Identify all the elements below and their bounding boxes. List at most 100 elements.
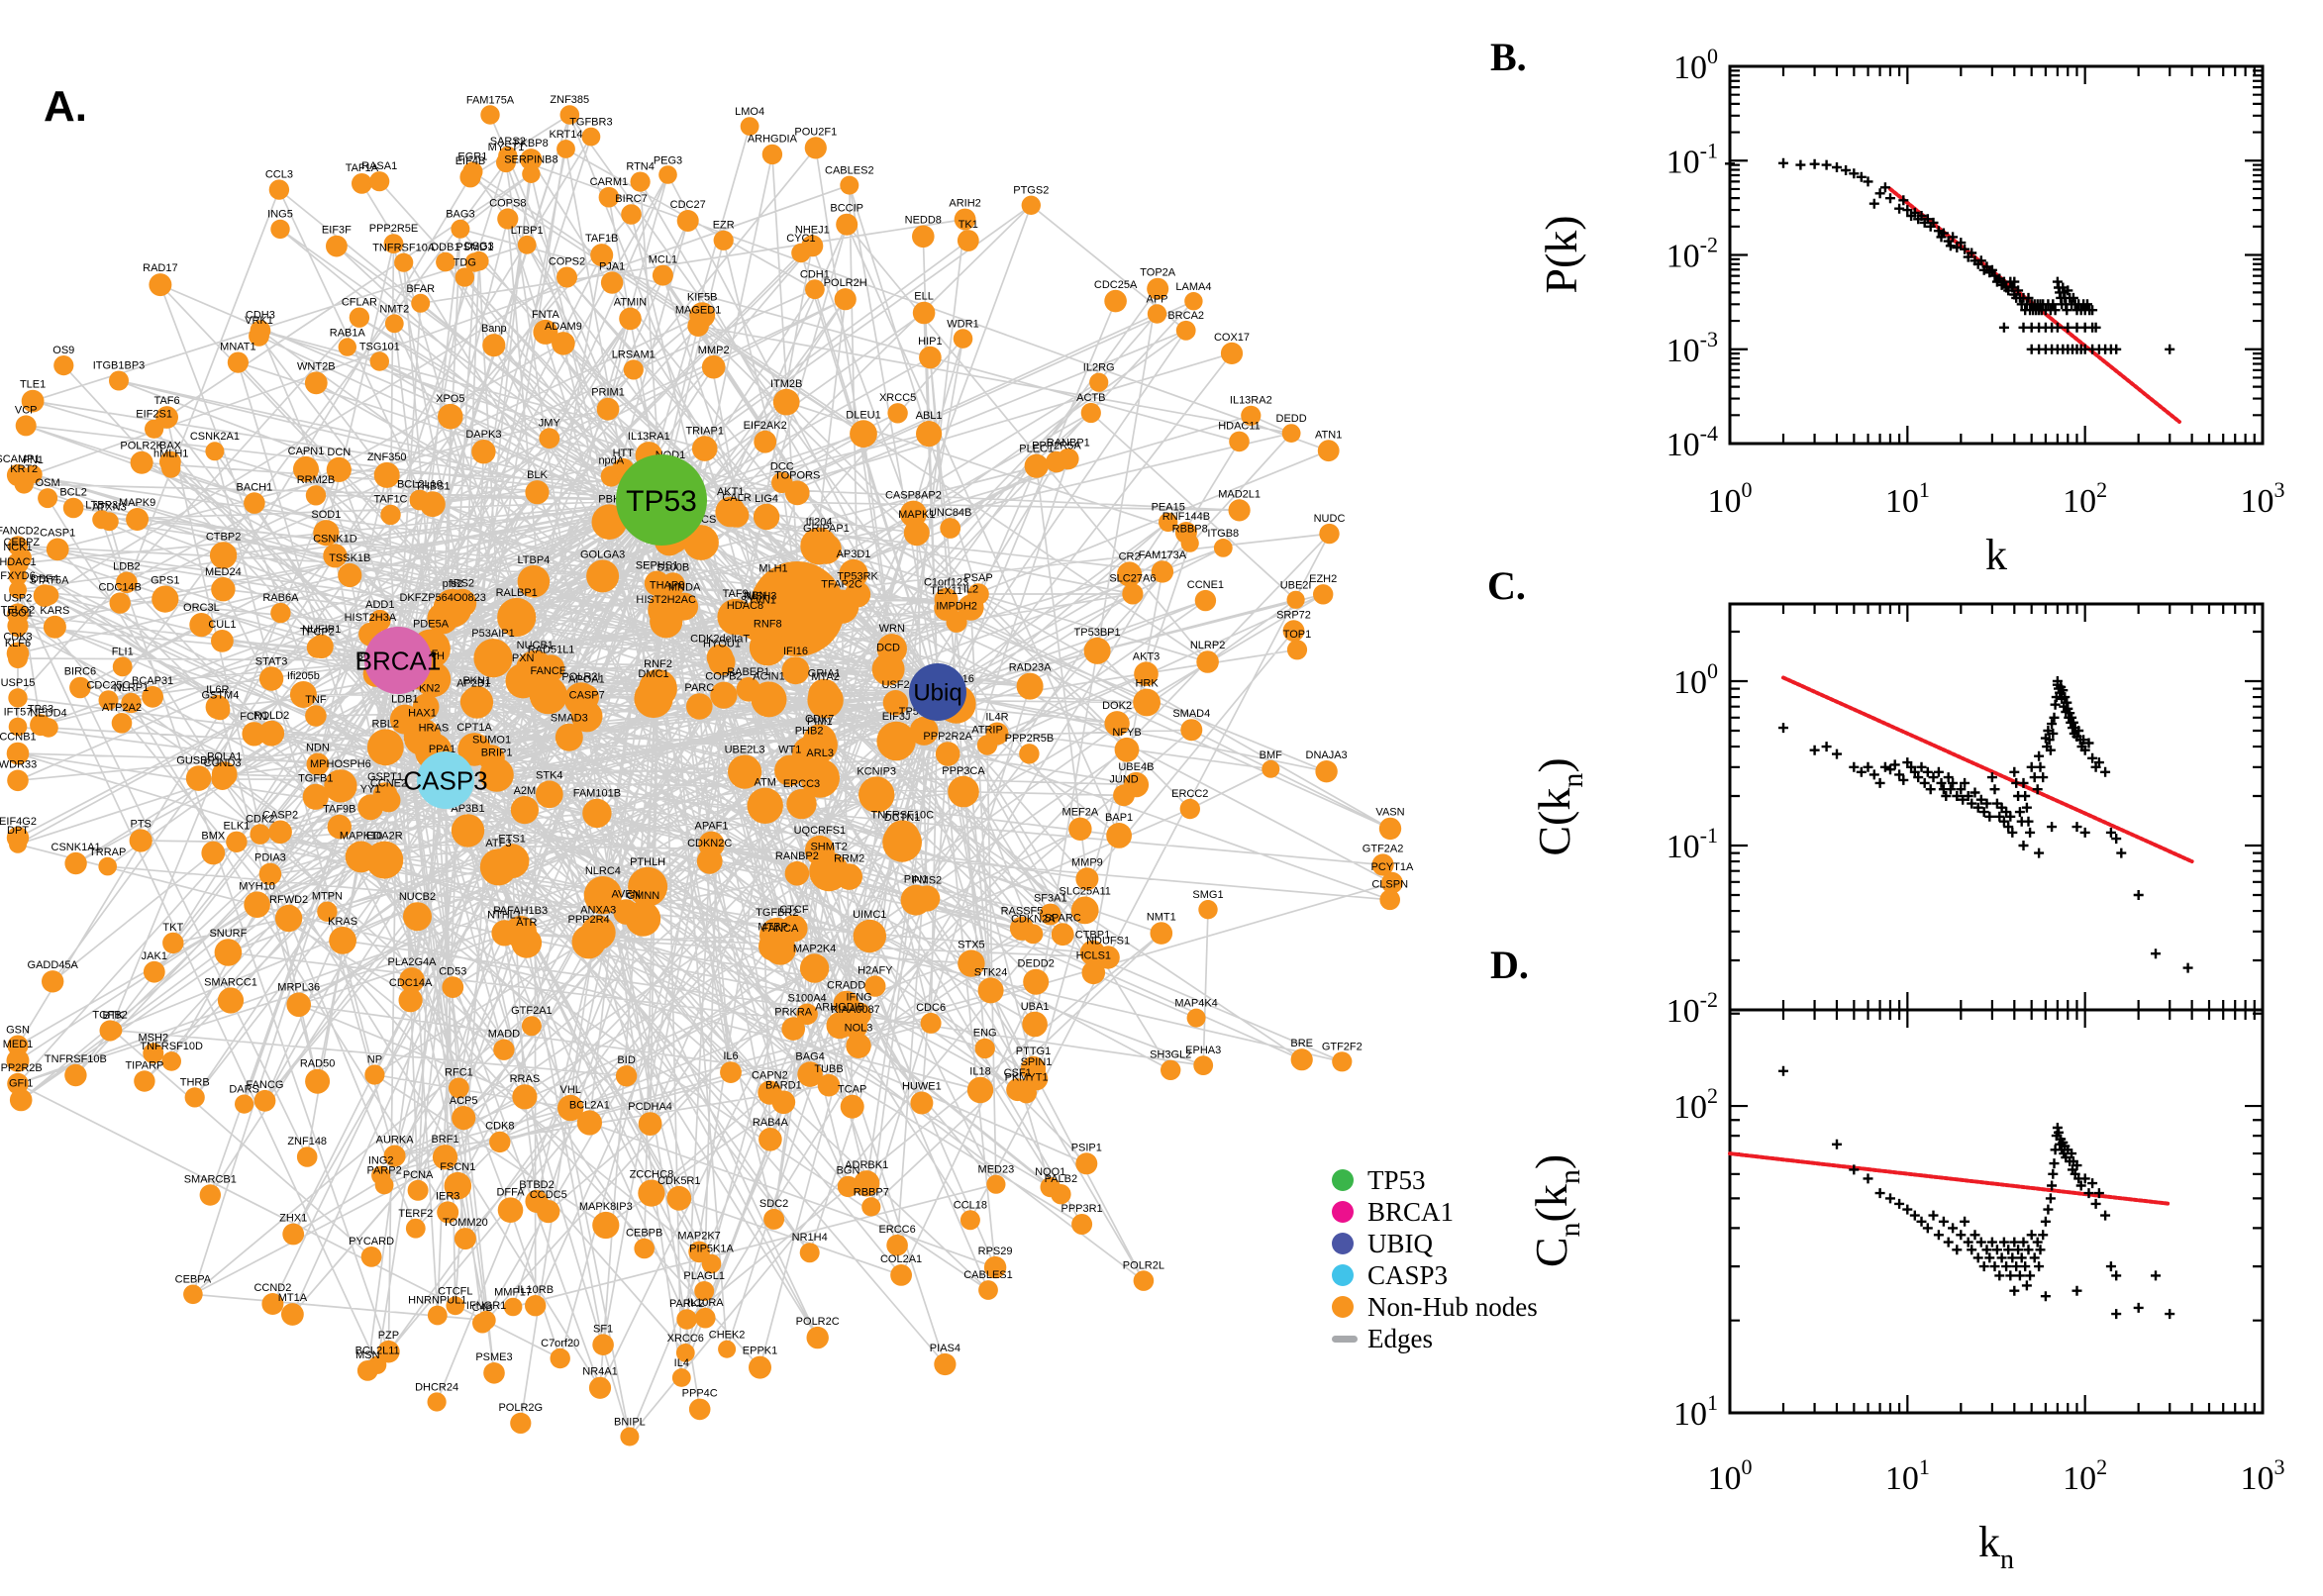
network-node-label: PYCARD [349, 1236, 394, 1247]
network-node-label: SH3GL2 [1150, 1049, 1191, 1061]
network-node-label: SEPHS1 [636, 560, 678, 572]
network-node-label: LTBP4 [517, 554, 550, 566]
legend-item-ubiq: UBIQ [1332, 1230, 1538, 1256]
network-node-label: ARL3 [806, 748, 834, 759]
network-node-label: POLR2C [796, 1316, 840, 1328]
network-node [824, 589, 859, 624]
network-node-label: S100B [656, 561, 689, 573]
network-node [850, 420, 877, 449]
network-node [960, 1210, 980, 1231]
network-node-label: CSNK1D [313, 533, 357, 545]
network-node [754, 430, 777, 453]
network-node-label: NUDC [1314, 513, 1346, 525]
network-node-label: POLR2K [120, 441, 163, 452]
network-node [214, 939, 243, 966]
network-node [910, 1091, 934, 1115]
network-node-label: ANXA3 [580, 905, 616, 917]
network-node-label: EIF4G2 [0, 816, 37, 828]
network-node [1379, 889, 1400, 911]
network-node-label: TAF9B [323, 804, 355, 816]
network-node [152, 585, 179, 613]
network-node [675, 1344, 695, 1362]
network-node-label: CALR [722, 492, 751, 504]
network-node-label: DAPK3 [465, 429, 501, 441]
network-node [130, 450, 153, 474]
network-node-label: PTHLH [630, 856, 665, 868]
network-node-label: EDA2R [366, 831, 403, 843]
network-node [1021, 195, 1042, 215]
network-node [871, 652, 905, 686]
network-node [1081, 960, 1106, 985]
network-node-label: LTBP3 [85, 499, 118, 511]
network-node-label: KIAA0087 [831, 1004, 880, 1016]
network-node-label: PCYT1A [1371, 861, 1414, 873]
network-node-label: SMARCC1 [204, 976, 257, 988]
network-node-label: MAP4K4 [1174, 998, 1217, 1010]
network-node-label: THRB [180, 1076, 210, 1088]
network-node [270, 602, 291, 624]
network-node [6, 1048, 30, 1072]
network-node-label: POLR2I [561, 671, 600, 683]
network-node [521, 1016, 542, 1037]
network-node [771, 471, 793, 494]
network-node-label: PKN1 [462, 675, 491, 687]
legend-label: Non-Hub nodes [1367, 1291, 1538, 1322]
network-node [338, 338, 356, 356]
network-node [556, 266, 577, 288]
network-node-label: npdA [598, 454, 624, 466]
network-node-label: ERCC3 [783, 778, 820, 790]
network-node [916, 421, 943, 448]
hub-node-brca1 [364, 627, 432, 694]
network-node-label: BMX [201, 831, 226, 843]
network-node-label: MSN [355, 1349, 380, 1361]
network-node [840, 175, 859, 195]
network-node-label: UBA1 [1021, 1001, 1050, 1013]
network-node-label: GUSBP1 [176, 754, 221, 766]
network-node [369, 351, 389, 371]
network-node-label: ZCCHC8 [630, 1169, 674, 1181]
network-node-label: ARHGDIB [815, 1001, 864, 1013]
network-node [1198, 900, 1218, 920]
network-node-label: ATR [516, 917, 537, 929]
network-node-label: PCDHA4 [628, 1101, 672, 1113]
network-node-label: EPHA3 [1185, 1045, 1221, 1056]
network-node-label: MNAT1 [220, 342, 255, 353]
network-node-label: RAD50 [300, 1058, 335, 1070]
legend-item-non-hub-nodes: Non-Hub nodes [1332, 1291, 1538, 1322]
tick-label: 103 [2241, 1454, 2285, 1497]
network-node-label: CDC25C [86, 679, 130, 691]
network-node [454, 267, 474, 287]
tick-label: 10-1 [1666, 138, 1718, 180]
network-node-label: C4B [471, 1302, 492, 1314]
tick-label: 101 [1673, 1390, 1718, 1433]
network-node-label: CTCFL [438, 1285, 472, 1297]
tick-label: 100 [1673, 44, 1718, 86]
tick-label: 100 [1673, 658, 1718, 701]
network-node [38, 488, 58, 509]
network-node-label: CCL3 [265, 168, 293, 180]
network-node [109, 592, 131, 614]
network-node [708, 648, 736, 676]
network-node [539, 428, 560, 449]
network-node-label: BACH1 [237, 481, 273, 493]
network-node [227, 351, 249, 373]
network-node-label: CTBP2 [206, 531, 241, 543]
network-node [751, 681, 787, 718]
network-node [671, 1368, 691, 1387]
network-node-label: ITM2B [770, 378, 802, 390]
network-node-label: TFAP2C [821, 579, 862, 591]
network-node [740, 117, 759, 136]
network-node [211, 761, 238, 788]
network-node-label: ZNF385 [550, 94, 589, 106]
network-node [781, 656, 810, 685]
network-node-label: PPP3CA [942, 765, 985, 777]
network-node-label: PARK2 [669, 1298, 704, 1310]
network-node [1175, 320, 1196, 341]
network-node [1315, 760, 1338, 783]
network-node [14, 474, 34, 494]
network-node [573, 684, 600, 710]
network-node-label: NOL3 [845, 1023, 873, 1035]
network-node [512, 1084, 538, 1110]
network-node-label: TIPARP [125, 1059, 163, 1071]
network-node-label: USP15 [1, 677, 36, 689]
